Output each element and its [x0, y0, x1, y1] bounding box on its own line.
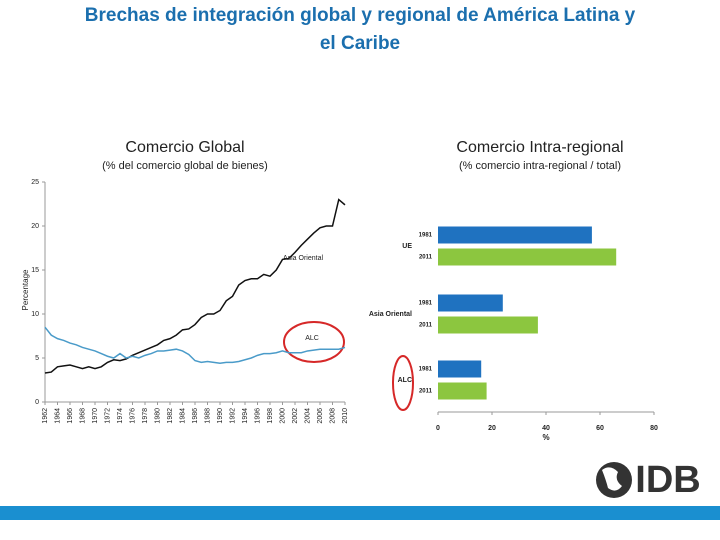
slide-title-1: Brechas de integración global y regional… — [85, 5, 636, 26]
bar-series-label: 2011 — [419, 255, 433, 261]
y-tick-label: 15 — [31, 267, 39, 274]
x-tick-label: 1980 — [154, 408, 161, 424]
line-series — [44, 198, 346, 374]
bar-series-label: 1981 — [419, 301, 433, 307]
bar-series-label: 1981 — [419, 233, 433, 239]
chart-subtitle: (% del comercio global de bienes) — [102, 160, 268, 172]
x-tick-label: 1976 — [129, 408, 136, 424]
bar-series-label: 1981 — [419, 367, 433, 373]
bar-series-label: 2011 — [419, 323, 433, 329]
chart-subtitle: (% comercio intra-regional / total) — [459, 160, 621, 172]
bar — [438, 382, 487, 400]
x-tick-label: 1970 — [92, 408, 99, 424]
x-tick-label: 2000 — [279, 408, 286, 424]
y-tick-label: 25 — [31, 179, 39, 186]
footer-bar — [0, 506, 720, 520]
category-label: Asia Oriental — [369, 311, 412, 318]
chart-title: Comercio Global — [125, 139, 244, 156]
bar — [438, 360, 482, 378]
x-axis-label: % — [542, 433, 549, 442]
x-tick-label: 1972 — [104, 408, 111, 424]
bar-series-label: 2011 — [419, 389, 433, 395]
line-series — [44, 326, 346, 365]
x-tick-label: 1964 — [54, 408, 61, 424]
bar — [438, 316, 538, 334]
y-tick-label: 5 — [35, 355, 39, 362]
x-tick-label: 1998 — [267, 408, 274, 424]
x-tick-label: 1984 — [179, 408, 186, 424]
slide-title-2: el Caribe — [320, 33, 400, 54]
x-tick-label: 60 — [596, 425, 604, 432]
x-tick-label: 1982 — [167, 408, 174, 424]
bar — [438, 226, 592, 244]
x-tick-label: 40 — [542, 425, 550, 432]
x-tick-label: 20 — [488, 425, 496, 432]
category-label: UE — [402, 243, 412, 250]
x-tick-label: 2010 — [342, 408, 349, 424]
highlight-circle — [392, 355, 414, 411]
series-label: ALC — [305, 335, 319, 342]
x-tick-label: 1968 — [79, 408, 86, 424]
category-label: ALC — [398, 377, 412, 384]
y-tick-label: 20 — [31, 223, 39, 230]
x-tick-label: 1992 — [229, 408, 236, 424]
x-tick-label: 1974 — [117, 408, 124, 424]
x-tick-label: 2002 — [292, 408, 299, 424]
y-tick-label: 10 — [31, 311, 39, 318]
x-tick-label: 1986 — [192, 408, 199, 424]
x-tick-label: 1996 — [254, 408, 261, 424]
x-tick-label: 2008 — [329, 408, 336, 424]
bar — [438, 248, 617, 266]
highlight-circle — [283, 321, 345, 363]
x-tick-label: 1988 — [204, 408, 211, 424]
x-tick-label: 2004 — [304, 408, 311, 424]
logo: IDB — [596, 459, 701, 501]
bar — [438, 294, 503, 312]
x-tick-label: 1962 — [42, 408, 49, 424]
y-axis-label: Percentage — [21, 269, 30, 310]
x-tick-label: 1978 — [142, 408, 149, 424]
x-tick-label: 2006 — [317, 408, 324, 424]
x-tick-label: 1990 — [217, 408, 224, 424]
y-tick-label: 0 — [35, 399, 39, 406]
logo-text: IDB — [635, 459, 700, 501]
series-label: Asia Oriental — [283, 255, 324, 262]
x-tick-label: 0 — [436, 425, 440, 432]
chart-title: Comercio Intra-regional — [456, 139, 623, 156]
x-tick-label: 1966 — [67, 408, 74, 424]
x-tick-label: 80 — [650, 425, 658, 432]
x-tick-label: 1994 — [242, 408, 249, 424]
